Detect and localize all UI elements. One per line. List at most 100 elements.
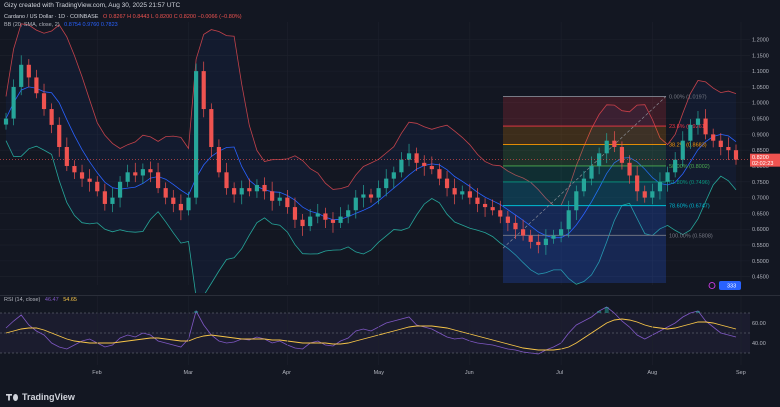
symbol-title[interactable]: Cardano / US Dollar · 1D · COINBASE <box>4 14 99 20</box>
tradingview-logo[interactable]: TradingView <box>6 392 75 402</box>
fib-zone <box>503 96 666 127</box>
rsi-title[interactable]: RSI (14, close) <box>4 297 41 303</box>
candle-body <box>57 124 62 148</box>
candle-body <box>505 216 510 223</box>
candle-body <box>117 181 123 198</box>
y-tick-label: 0.7000 <box>752 196 769 202</box>
y-tick-label: 1.0500 <box>752 85 769 91</box>
rsi-overbought-fill <box>194 311 199 313</box>
y-tick-label: 1.1000 <box>752 69 769 75</box>
candle-body <box>597 153 602 166</box>
candle-body <box>635 175 640 192</box>
candle-body <box>543 238 548 246</box>
candle-body <box>254 184 260 192</box>
candle-body <box>292 207 298 220</box>
candle-body <box>11 86 16 119</box>
candle-body <box>95 181 100 192</box>
candle-body <box>559 229 564 236</box>
rsi-y-tick-label: 40.00 <box>752 341 766 347</box>
rsi-value-ma: 54.65 <box>63 297 77 303</box>
candle-body <box>49 109 54 125</box>
rsi-line <box>5 306 737 355</box>
y-tick-label: 1.1500 <box>752 53 769 59</box>
candle-body <box>718 140 723 148</box>
fib-zone <box>503 165 666 182</box>
candle-body <box>452 188 457 195</box>
fib-zone <box>503 126 666 145</box>
candle-body <box>406 153 412 160</box>
bb-upper-band <box>5 23 737 206</box>
candle-body <box>346 210 351 217</box>
alert-badge <box>719 281 741 290</box>
rsi-ma-line <box>5 318 737 351</box>
candle-body <box>285 197 290 208</box>
candle-body <box>232 188 237 195</box>
candle-body <box>627 162 632 176</box>
candle-body <box>216 147 222 173</box>
candle-body <box>414 153 419 163</box>
alert-badge-count: 333 <box>727 284 736 290</box>
alert-icon <box>708 282 716 289</box>
candle-body <box>3 118 9 125</box>
candle-body <box>308 216 313 227</box>
y-tick-label: 0.8000 <box>752 164 769 170</box>
candle-body <box>437 169 442 179</box>
candle-body <box>178 203 183 211</box>
candle-body <box>148 169 153 173</box>
bb-middle-band <box>5 86 737 239</box>
candle-body <box>581 178 587 192</box>
candle-body <box>140 169 145 176</box>
y-tick-label: 0.6000 <box>752 227 769 233</box>
y-tick-label: 0.4500 <box>752 275 769 281</box>
candle-body <box>361 194 366 198</box>
candle-body <box>733 150 739 160</box>
fib-zone <box>503 205 666 236</box>
candle-body <box>64 147 69 166</box>
fib-zone <box>503 181 666 206</box>
candle-body <box>680 140 685 160</box>
candle-body <box>353 197 358 211</box>
candle-body <box>566 210 571 230</box>
candle-body <box>315 213 320 217</box>
candle-body <box>133 172 138 176</box>
fib-level-label: 23.6% (0.9261) <box>669 124 707 130</box>
candle-body <box>368 194 374 198</box>
candle-body <box>239 188 244 195</box>
candle-body <box>41 93 47 110</box>
candle-body <box>300 219 305 227</box>
rsi-pane[interactable]: 60.00 40.00 Feb Mar Apr May Jun Jul Aug Sep <box>0 295 780 375</box>
candle-body <box>460 191 465 195</box>
candle-body <box>612 140 617 148</box>
y-tick-label: 1.2000 <box>752 37 769 43</box>
fib-level-label: 78.60% (0.6747) <box>669 204 710 210</box>
candle-body <box>323 213 328 220</box>
y-tick-label: 1.0000 <box>752 101 769 107</box>
rsi-legend: RSI (14, close) 46.47 54.65 <box>4 296 80 304</box>
candle-body <box>262 184 267 192</box>
rsi-value-line: 46.47 <box>44 297 59 303</box>
footer: TradingView <box>0 387 780 407</box>
candle-body <box>589 165 594 179</box>
fib-trend-line <box>502 96 667 249</box>
bb-fill <box>6 23 736 293</box>
candle-body <box>270 191 275 201</box>
x-tick-label: Jul <box>556 370 563 375</box>
bb-title[interactable]: BB (20, SMA, close, 2) <box>4 22 60 28</box>
candle-body <box>155 172 161 189</box>
candle-body <box>726 147 731 151</box>
candle-body <box>26 64 31 78</box>
candle-body <box>163 188 168 198</box>
candle-body <box>277 197 282 201</box>
fib-level-label: 0.00% (1.0197) <box>669 95 707 101</box>
y-tick-label: 0.9500 <box>752 117 769 123</box>
x-tick-label: Mar <box>184 370 194 375</box>
countdown-value: 02:02:23 <box>752 161 773 167</box>
candle-body <box>536 241 541 246</box>
candle-body <box>528 235 533 242</box>
symbol-legend: Cardano / US Dollar · 1D · COINBASE O 0.… <box>4 13 245 21</box>
candle-body <box>79 172 85 179</box>
price-chart[interactable]: 1.2000 1.1500 1.1000 1.0500 1.0000 0.9500 0.90… <box>0 0 780 293</box>
candle-body <box>247 188 252 192</box>
bb-values: 0.8754 0.9760 0.7823 <box>64 22 118 28</box>
candle-body <box>657 181 663 192</box>
